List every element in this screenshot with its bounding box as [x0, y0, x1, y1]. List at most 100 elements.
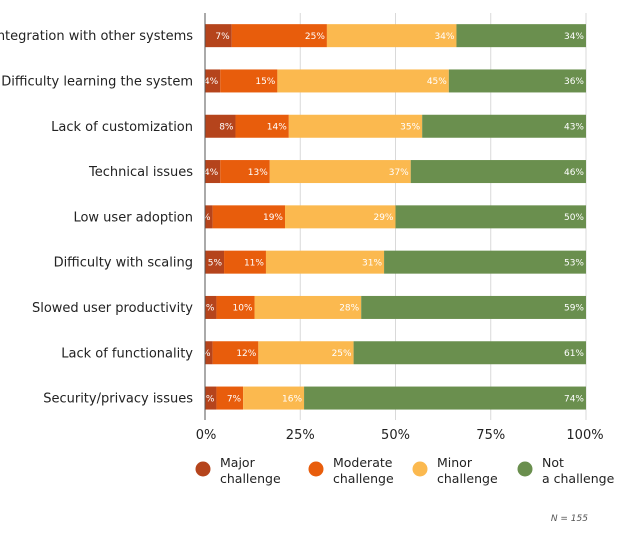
- axes: 0% 25% 50% 75% 100% Integration with other sy…: [0, 13, 604, 443]
- bar-value-label: 15%: [255, 77, 275, 87]
- bar-segment: [220, 160, 270, 184]
- bar-value-label: 31%: [362, 258, 382, 268]
- bar-segment: [395, 205, 586, 229]
- bar-value-label: 29%: [373, 213, 393, 223]
- bar-segment: [205, 114, 236, 138]
- bar-segment: [326, 24, 457, 48]
- bar-value-label: 4%: [204, 168, 219, 178]
- bar-segment: [243, 386, 305, 410]
- bar-value-label: 7%: [227, 394, 242, 404]
- bar-value-label: 12%: [236, 349, 256, 359]
- x-tick-label: 75%: [476, 428, 505, 443]
- bar-value-label: 10%: [233, 304, 253, 314]
- bar-segment: [285, 205, 396, 229]
- bar-segment: [205, 250, 225, 274]
- sample-size-note: N = 155: [551, 514, 588, 524]
- bar-value-label: 25%: [332, 349, 352, 359]
- bar-value-label: 4%: [204, 77, 219, 87]
- bar-segment: [235, 114, 289, 138]
- bar-value-label: 5%: [208, 258, 223, 268]
- x-tick-label: 50%: [381, 428, 410, 443]
- bar-segment: [410, 160, 586, 184]
- bar-segment: [258, 341, 354, 365]
- legend-label: Minor: [437, 455, 473, 470]
- category-label: Difficulty with scaling: [54, 256, 193, 271]
- bar-value-label: 34%: [434, 32, 454, 42]
- legend-swatch: [195, 461, 211, 477]
- bar-segment: [448, 69, 586, 93]
- bar-value-label: 25%: [305, 32, 325, 42]
- category-label: Slowed user productivity: [32, 301, 193, 316]
- bar-value-label: 7%: [215, 32, 230, 42]
- bar-segment: [220, 69, 278, 93]
- bar-value-label: 74%: [564, 394, 584, 404]
- bar-segment: [212, 341, 259, 365]
- bar-value-label: 34%: [564, 32, 584, 42]
- bar-value-label: 35%: [400, 122, 420, 132]
- category-label: Difficulty learning the system: [1, 74, 193, 89]
- legend-label: Moderate: [333, 455, 393, 470]
- bar-value-label: 2%: [196, 349, 211, 359]
- bar-value-label: 61%: [564, 349, 584, 359]
- bar-value-label: 50%: [564, 213, 584, 223]
- legend-label: Not: [542, 455, 564, 470]
- legend-label: Major: [220, 455, 256, 470]
- bar-segment: [353, 341, 586, 365]
- bar-segment: [288, 114, 423, 138]
- bar-value-label: 16%: [282, 394, 302, 404]
- legend-swatch: [308, 461, 324, 477]
- bar-segment: [269, 160, 411, 184]
- bar-value-label: 3%: [200, 304, 215, 314]
- bar-value-label: 11%: [244, 258, 264, 268]
- bar-value-label: 36%: [564, 77, 584, 87]
- bar-segment: [205, 69, 221, 93]
- bar-segment: [216, 386, 244, 410]
- bar-segment: [205, 295, 217, 319]
- bar-segment: [384, 250, 586, 274]
- category-label: Lack of functionality: [61, 346, 193, 361]
- bar-value-label: 37%: [389, 168, 409, 178]
- bar-segment: [422, 114, 586, 138]
- bar-value-label: 13%: [248, 168, 268, 178]
- bar-segment: [224, 250, 266, 274]
- category-label: Low user adoption: [73, 210, 193, 225]
- legend-label: challenge: [437, 471, 498, 486]
- bar-segment: [254, 295, 362, 319]
- x-tick-label: 0%: [196, 428, 217, 443]
- bar-segment: [205, 386, 217, 410]
- legend-label: challenge: [220, 471, 281, 486]
- category-label: Lack of customization: [51, 120, 193, 135]
- bar-value-label: 19%: [263, 213, 283, 223]
- bar-segment: [361, 295, 586, 319]
- bar-value-label: 43%: [564, 122, 584, 132]
- bar-segment: [456, 24, 586, 48]
- bar-value-label: 8%: [219, 122, 234, 132]
- bar-value-label: 46%: [564, 168, 584, 178]
- category-label: Security/privacy issues: [43, 392, 193, 407]
- bar-segment: [265, 250, 385, 274]
- bar-segment: [205, 160, 221, 184]
- bar-value-label: 53%: [564, 258, 584, 268]
- bar-segment: [205, 205, 213, 229]
- bar-value-label: 14%: [267, 122, 287, 132]
- legend-label: challenge: [333, 471, 394, 486]
- x-tick-label: 25%: [286, 428, 315, 443]
- legend-label: a challenge: [542, 471, 615, 486]
- bar-segment: [216, 295, 255, 319]
- legend-swatch: [517, 461, 533, 477]
- bar-segment: [205, 24, 232, 48]
- bar-segment: [205, 341, 213, 365]
- bar-value-label: 59%: [564, 304, 584, 314]
- x-tick-label: 100%: [566, 428, 603, 443]
- category-label: Integration with other systems: [0, 29, 193, 44]
- bar-segment: [277, 69, 449, 93]
- bar-value-label: 45%: [427, 77, 447, 87]
- bar-segment: [231, 24, 327, 48]
- bar-segment: [304, 386, 586, 410]
- bar-segment: [212, 205, 286, 229]
- category-label: Technical issues: [88, 165, 193, 180]
- bar-value-label: 2%: [196, 213, 211, 223]
- bar-value-label: 28%: [339, 304, 359, 314]
- bars: 7% 25% 34% 34% 4% 15% 45% 36% 8% 14% 35% 43% 4% 13% 37…: [196, 24, 586, 410]
